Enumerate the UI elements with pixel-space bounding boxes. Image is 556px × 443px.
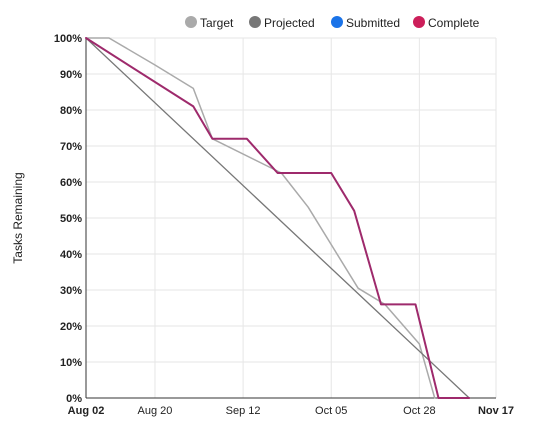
legend-label-submitted: Submitted (346, 16, 400, 30)
y-tick-label: 50% (60, 213, 82, 225)
legend-label-complete: Complete (428, 16, 480, 30)
x-tick-label: Aug 20 (138, 405, 173, 417)
y-tick-label: 30% (60, 285, 82, 297)
legend-label-projected: Projected (264, 16, 315, 30)
legend-swatch-projected (249, 16, 261, 28)
y-tick-label: 0% (66, 393, 82, 405)
y-tick-label: 60% (60, 177, 82, 189)
axes: 0% 10% 20% 30% 40% 50% 60% 70% 80% 90% 100% Aug 02 A… (54, 33, 514, 417)
y-tick-label: 90% (60, 69, 82, 81)
x-tick-label: Aug 02 (68, 405, 105, 417)
legend-swatch-target (185, 16, 197, 28)
y-tick-label: 70% (60, 141, 82, 153)
x-tick-label: Nov 17 (478, 405, 514, 417)
y-axis-title: Tasks Remaining (11, 172, 25, 263)
legend-swatch-complete (413, 16, 425, 28)
x-tick-label: Sep 12 (226, 405, 261, 417)
y-tick-label: 80% (60, 105, 82, 117)
legend: Target Projected Submitted Complete (185, 16, 480, 30)
y-tick-label: 40% (60, 249, 82, 261)
legend-swatch-submitted (331, 16, 343, 28)
series-lines (85, 37, 471, 399)
series-line-complete (85, 37, 471, 399)
x-tick-label: Oct 05 (315, 405, 347, 417)
y-tick-label: 10% (60, 357, 82, 369)
grid (86, 37, 497, 398)
y-tick-label: 100% (54, 33, 82, 45)
x-tick-label: Oct 28 (403, 405, 435, 417)
y-tick-label: 20% (60, 321, 82, 333)
series-line-projected (85, 37, 470, 399)
legend-label-target: Target (200, 16, 234, 30)
